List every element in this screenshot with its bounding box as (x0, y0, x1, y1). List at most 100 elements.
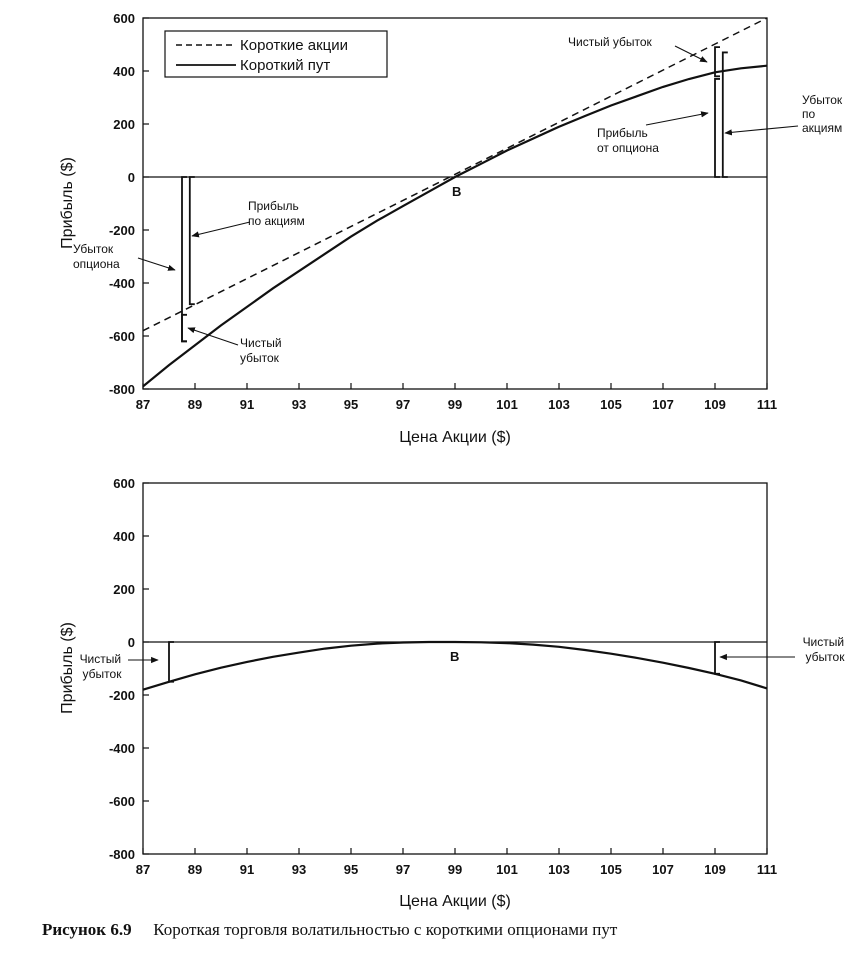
y-tick-label: 400 (113, 64, 135, 79)
annot-stock-loss-right-line-2: по (802, 107, 815, 121)
point-b-bottom: B (450, 649, 459, 664)
legend-box (164, 30, 388, 78)
y-tick-label: 200 (113, 582, 135, 597)
x-tick-label: 91 (240, 862, 254, 877)
x-tick-label: 101 (496, 397, 518, 412)
x-tick-label: 99 (448, 862, 462, 877)
annot-net-loss-right-bottom: Чистый убыток (803, 635, 848, 664)
arrow-stock-loss-right (724, 125, 799, 136)
x-tick-label: 109 (704, 862, 726, 877)
chart-top-legend: Короткие акции Короткий пут (164, 30, 388, 78)
x-tick-label: 97 (396, 862, 410, 877)
annot-net-loss-left: Чистый убыток (240, 336, 285, 365)
annot-net-loss-right-bottom-line-2: убыток (806, 650, 846, 664)
y-tick-label: -600 (109, 329, 135, 344)
chart-bottom-y-ticks: 600 400 200 0 -200 -400 -600 -800 (109, 476, 149, 862)
chart-bottom: 600 400 200 0 -200 -400 -600 -800 87 89 91 93 95 97 9… (59, 476, 848, 910)
x-tick-label: 97 (396, 397, 410, 412)
annot-net-loss-left-bottom: Чистый убыток (80, 652, 125, 681)
chart-bottom-x-ticks: 87 89 91 93 95 97 99 101 103 105 107 109 111 (136, 848, 777, 877)
y-tick-label: 0 (128, 170, 135, 185)
x-tick-label: 111 (757, 397, 777, 412)
chart-top-annotations: Чистый убыток Убыток по акциям Прибыль о… (73, 35, 846, 365)
y-tick-label: 200 (113, 117, 135, 132)
chart-bottom-frame (142, 482, 768, 855)
y-tick-label: -800 (109, 847, 135, 862)
x-tick-label: 111 (757, 862, 777, 877)
chart-top-x-label: Цена Акции ($) (399, 429, 511, 446)
annot-net-loss-left-bottom-line-2: убыток (83, 667, 123, 681)
chart-bottom-annotations: Чистый убыток Чистый убыток (80, 635, 848, 681)
arrow-stock-profit-left (191, 221, 251, 238)
x-tick-label: 101 (496, 862, 518, 877)
x-tick-label: 103 (548, 862, 570, 877)
chart-top: 600 400 200 0 -200 -400 -600 -800 87 89 91 93 95 97 9… (59, 11, 846, 446)
x-tick-label: 93 (292, 397, 306, 412)
x-tick-label: 89 (188, 862, 202, 877)
annot-option-profit-right: Прибыль от опциона (597, 126, 659, 155)
annot-stock-loss-right: Убыток по акциям (802, 93, 846, 135)
y-tick-label: -400 (109, 741, 135, 756)
bracket (714, 641, 720, 675)
x-tick-label: 95 (344, 862, 358, 877)
y-tick-label: -600 (109, 794, 135, 809)
bracket (714, 78, 720, 178)
x-tick-label: 99 (448, 397, 462, 412)
annot-option-profit-right-line-2: от опциона (597, 141, 659, 155)
y-tick-label: -200 (109, 223, 135, 238)
chart-top-series (142, 17, 768, 388)
x-tick-label: 107 (652, 397, 674, 412)
x-tick-label: 109 (704, 397, 726, 412)
annot-option-loss-left: Убыток опциона (73, 242, 120, 271)
annot-net-loss-left-line-1: Чистый (240, 336, 282, 350)
caption-number: Рисунок 6.9 (42, 920, 132, 939)
figure-caption: Рисунок 6.9 Короткая торговля волатильно… (42, 920, 842, 944)
x-tick-label: 89 (188, 397, 202, 412)
series-line-short-stock (142, 17, 768, 332)
chart-top-y-ticks: 600 400 200 0 -200 -400 -600 -800 (109, 11, 149, 397)
annot-stock-profit-left: Прибыль по акциям (248, 199, 305, 228)
y-tick-label: -800 (109, 382, 135, 397)
x-tick-label: 87 (136, 862, 150, 877)
x-tick-label: 91 (240, 397, 254, 412)
arrow-net-loss-right (674, 45, 708, 63)
annot-net-loss-left-bottom-line-1: Чистый (80, 652, 122, 666)
caption-text: Короткая торговля волатильностью с корот… (153, 920, 618, 939)
chart-bottom-brackets (168, 641, 720, 683)
annot-net-loss-left-line-2: убыток (240, 351, 280, 365)
annot-net-loss-right: Чистый убыток (568, 35, 653, 49)
series-line-short-put (142, 640, 768, 691)
x-tick-label: 95 (344, 397, 358, 412)
y-tick-label: 600 (113, 11, 135, 26)
annot-option-loss-left-line-1: Убыток (73, 242, 114, 256)
bracket (168, 641, 174, 683)
y-tick-label: -400 (109, 276, 135, 291)
legend-label-short-stock: Короткие акции (240, 37, 348, 54)
annot-stock-loss-right-line-3: акциям (802, 121, 842, 135)
x-tick-label: 105 (600, 397, 622, 412)
annot-stock-loss-right-line-1: Убыток (802, 93, 843, 107)
legend-label-short-put: Короткий пут (240, 57, 330, 74)
arrow-option-loss-left (137, 257, 176, 271)
bracket (188, 176, 195, 306)
chart-bottom-x-label: Цена Акции ($) (399, 893, 511, 910)
annot-stock-profit-left-line-1: Прибыль (248, 199, 299, 213)
y-tick-label: 600 (113, 476, 135, 491)
chart-bottom-y-label: Прибыль ($) (59, 622, 76, 714)
y-tick-label: 0 (128, 635, 135, 650)
bracket (721, 51, 728, 178)
chart-top-y-label: Прибыль ($) (59, 157, 76, 249)
x-tick-label: 93 (292, 862, 306, 877)
x-tick-label: 107 (652, 862, 674, 877)
x-tick-label: 105 (600, 862, 622, 877)
annot-stock-profit-left-line-2: по акциям (248, 214, 305, 228)
series-line-short-put (142, 64, 768, 388)
chart-top-brackets (181, 46, 728, 343)
annot-option-profit-right-line-1: Прибыль (597, 126, 648, 140)
arrow-net-loss-left (187, 327, 239, 346)
chart-bottom-series (142, 640, 768, 691)
annot-option-loss-left-line-2: опциона (73, 257, 120, 271)
y-tick-label: 400 (113, 529, 135, 544)
arrow-option-profit-right (645, 111, 709, 126)
